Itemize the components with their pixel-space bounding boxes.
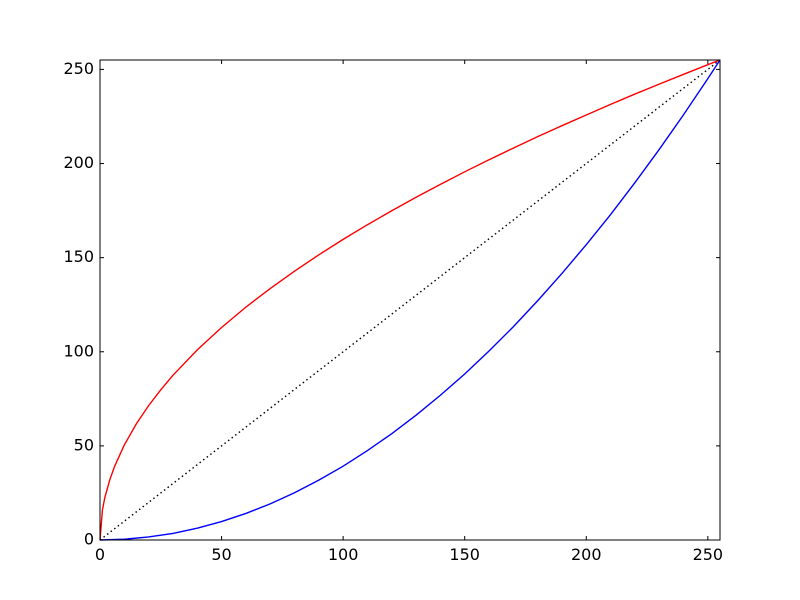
x-tick-label: 150: [449, 545, 480, 564]
x-tick-label: 50: [211, 545, 231, 564]
y-tick-label: 0: [84, 530, 94, 549]
x-tick-label: 250: [693, 545, 724, 564]
series-line-2: [99, 59, 721, 541]
ticks-layer: 0 50 100 150 200 250 0 50 100 150 200 250: [63, 59, 723, 564]
y-tick-label: 250: [63, 59, 94, 78]
x-tick-label: 0: [95, 545, 105, 564]
y-tick-label: 200: [63, 153, 94, 172]
plot-frame: [99, 59, 721, 541]
series-line-0: [99, 59, 721, 541]
series-layer: [99, 59, 721, 541]
x-tick-label: 100: [328, 545, 359, 564]
series-line-1: [99, 59, 721, 541]
y-tick-label: 100: [63, 341, 94, 360]
y-tick-label: 50: [74, 435, 94, 454]
y-tick-label: 150: [63, 247, 94, 266]
x-tick-label: 200: [571, 545, 602, 564]
